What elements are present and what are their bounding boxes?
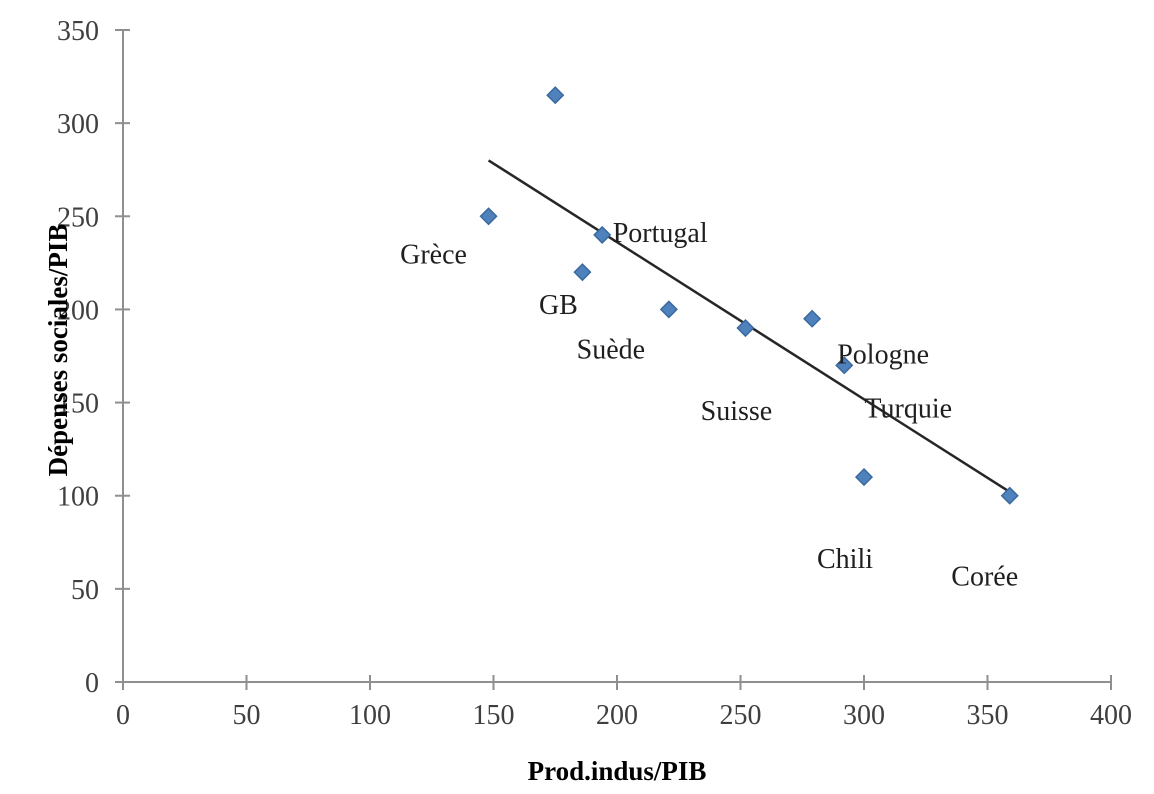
x-axis-title: Prod.indus/PIB [528, 756, 707, 786]
axes-layer: 0 50 100 150 200 250 300 350 400 0 50 100 150 200 250 3… [57, 16, 1132, 731]
data-points-layer [479, 86, 1019, 505]
x-tick-label-100: 100 [349, 700, 391, 731]
y-tick-label-200: 200 [57, 295, 99, 326]
data-point-grèce [479, 207, 498, 226]
data-point-chili [854, 468, 874, 487]
data-labels-layer: Grèce Portugal GB Suède Suisse Pologne Turquie… [400, 218, 1018, 593]
data-label-gb: GB [539, 290, 578, 321]
data-point-portugal [593, 225, 612, 244]
x-tick-label-250: 250 [720, 700, 762, 731]
x-tick-label-0: 0 [116, 700, 130, 731]
data-label-grèce: Grèce [400, 239, 467, 270]
data-point-gb [573, 263, 592, 282]
data-point-turquie [835, 356, 854, 375]
x-tick-label-350: 350 [967, 700, 1009, 731]
data-label-suisse: Suisse [701, 396, 773, 427]
x-tick-label-150: 150 [473, 700, 515, 731]
data-label-corée: Corée [951, 562, 1018, 593]
y-tick-label-300: 300 [57, 109, 99, 140]
x-tick-label-200: 200 [596, 700, 638, 731]
data-label-turquie: Turquie [864, 393, 952, 424]
data-point-suède [659, 300, 678, 319]
y-tick-label-50: 50 [71, 575, 99, 606]
data-point-unlabeled-0 [546, 86, 565, 105]
data-label-portugal: Portugal [613, 218, 708, 249]
x-tick-label-50: 50 [233, 700, 261, 731]
y-tick-label-0: 0 [85, 668, 99, 699]
y-axis-title: Dépenses sociales/PIB [43, 224, 73, 477]
data-label-chili: Chili [817, 544, 873, 575]
data-label-suède: Suède [577, 334, 645, 365]
data-point-pologne [803, 309, 822, 328]
data-point-suisse [736, 318, 755, 338]
y-tick-label-100: 100 [57, 482, 99, 513]
data-point-corée [1000, 486, 1019, 505]
x-tick-label-300: 300 [843, 700, 885, 731]
y-tick-label-150: 150 [57, 389, 99, 420]
x-tick-label-400: 400 [1090, 700, 1132, 731]
data-label-pologne: Pologne [837, 340, 929, 371]
y-tick-label-250: 250 [57, 202, 99, 233]
y-tick-label-350: 350 [57, 16, 99, 47]
